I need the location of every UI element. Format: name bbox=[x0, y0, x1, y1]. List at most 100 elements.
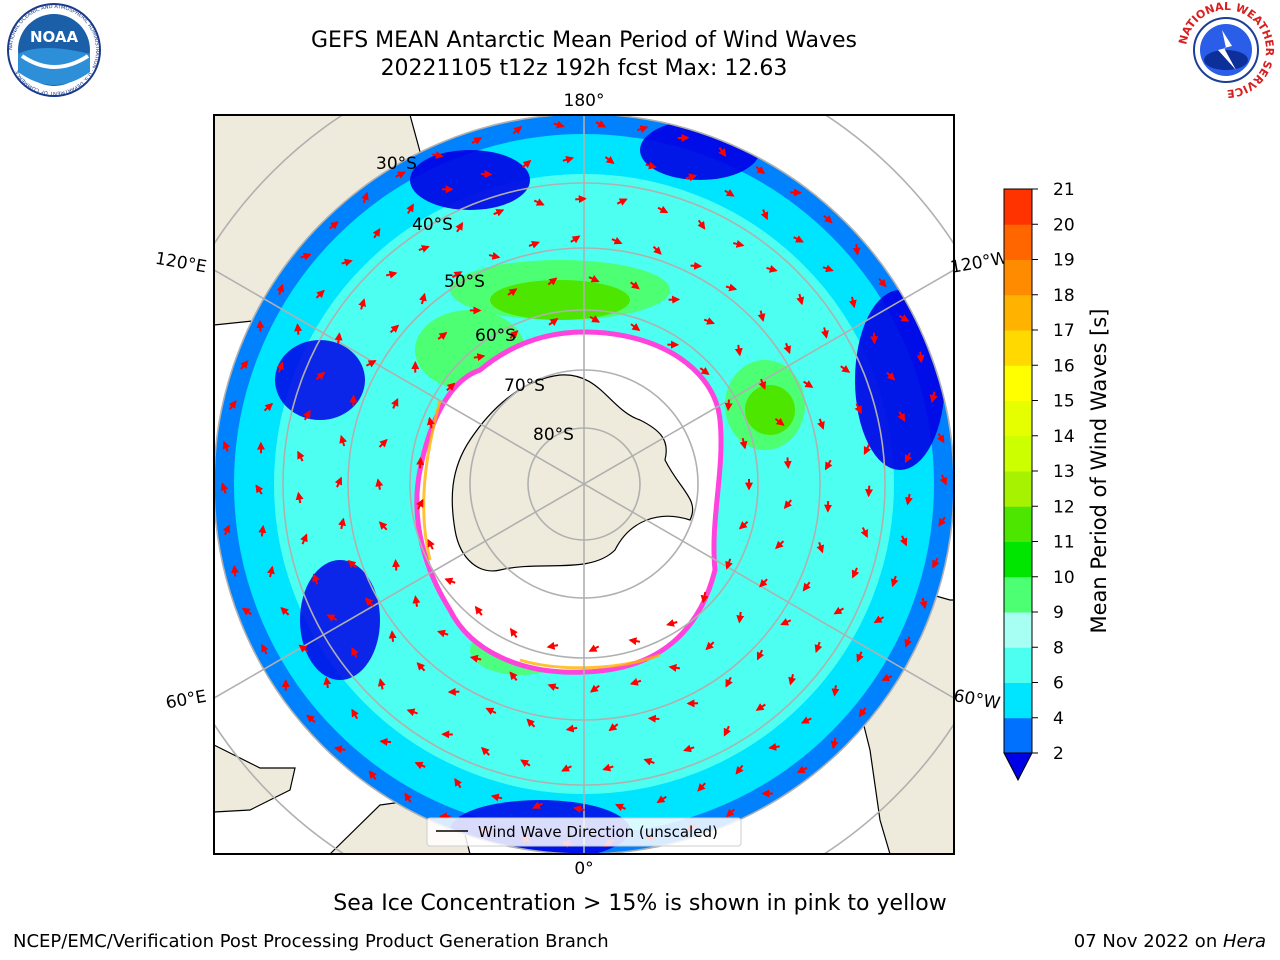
wave-direction-arrow bbox=[358, 298, 366, 310]
wave-direction-arrow bbox=[315, 371, 326, 380]
wave-direction-arrow bbox=[898, 314, 910, 322]
wave-direction-arrow bbox=[816, 542, 825, 554]
wave-direction-arrow bbox=[645, 161, 657, 170]
wave-direction-arrow bbox=[446, 382, 456, 392]
colorbar-tick-label: 10 bbox=[1053, 568, 1075, 588]
antarctica bbox=[451, 374, 694, 572]
wave-direction-arrow bbox=[372, 228, 381, 239]
wave-direction-arrow bbox=[326, 614, 338, 622]
wave-direction-arrow bbox=[255, 484, 264, 495]
wave-direction-arrow bbox=[863, 444, 872, 455]
wave-direction-arrow bbox=[899, 535, 908, 547]
wave-direction-arrow bbox=[814, 641, 823, 653]
wave-direction-arrow bbox=[657, 205, 669, 214]
wave-direction-arrow bbox=[416, 498, 424, 510]
wave-direction-arrow bbox=[276, 283, 285, 296]
wave-direction-arrow bbox=[690, 261, 703, 270]
wave-direction-arrow bbox=[228, 400, 237, 411]
wave-direction-arrow bbox=[738, 520, 749, 530]
wave-direction-arrow bbox=[295, 491, 304, 504]
wave-direction-arrow bbox=[848, 296, 857, 309]
wave-direction-arrow bbox=[647, 714, 660, 723]
wave-direction-arrow bbox=[803, 380, 814, 388]
footer-branch: NCEP/EMC/Verification Post Processing Pr… bbox=[13, 931, 609, 952]
wave-direction-arrow bbox=[878, 278, 887, 288]
wave-direction-arrow bbox=[939, 474, 948, 486]
lat-label-60s: 60°S bbox=[475, 326, 516, 346]
wave-direction-arrow bbox=[512, 125, 523, 135]
wave-direction-arrow bbox=[521, 159, 532, 169]
wave-direction-arrow bbox=[300, 252, 312, 261]
wave-direction-arrow bbox=[280, 606, 290, 616]
colorbar-segment bbox=[1004, 224, 1032, 260]
colorbar-tick-label: 15 bbox=[1053, 392, 1075, 412]
wave-direction-arrow bbox=[833, 606, 844, 615]
wave-direction-arrow bbox=[768, 742, 780, 751]
wave-direction-arrow bbox=[636, 125, 649, 133]
wave-direction-arrow bbox=[589, 315, 601, 323]
wave-direction-arrow bbox=[395, 171, 406, 179]
wave-direction-arrow bbox=[932, 557, 940, 569]
wave-direction-arrow bbox=[697, 219, 706, 230]
wave-direction-arrow bbox=[725, 283, 738, 292]
wave-direction-arrow bbox=[412, 595, 421, 607]
wave-direction-arrow bbox=[471, 137, 483, 145]
wave-direction-arrow bbox=[725, 808, 736, 818]
wave-direction-arrow bbox=[240, 360, 249, 370]
colorbar-tick-label: 19 bbox=[1053, 251, 1075, 271]
colorbar-title: Mean Period of Wind Waves [s] bbox=[1087, 309, 1111, 634]
wave-direction-arrow bbox=[392, 559, 401, 571]
lat-label-70s: 70°S bbox=[504, 376, 545, 396]
wave-direction-arrow bbox=[339, 434, 347, 447]
wave-direction-arrow bbox=[306, 714, 316, 723]
colorbar-segment bbox=[1004, 506, 1032, 542]
wave-direction-arrow bbox=[683, 744, 695, 753]
wave-direction-arrow bbox=[406, 203, 414, 214]
wave-direction-arrow bbox=[575, 195, 587, 204]
wave-direction-arrow bbox=[256, 319, 265, 332]
colorbar-tick-label: 18 bbox=[1053, 286, 1075, 306]
wave-direction-arrow bbox=[588, 644, 600, 652]
wave-direction-arrow bbox=[473, 353, 486, 362]
wave-direction-arrow bbox=[547, 277, 558, 286]
wave-direction-arrow bbox=[775, 540, 785, 550]
nws-logo: NATIONAL WEATHER SERVICE bbox=[1176, 2, 1276, 98]
wave-direction-arrow bbox=[261, 643, 269, 655]
wave-direction-arrow bbox=[546, 641, 559, 650]
wave-direction-arrow bbox=[385, 270, 398, 279]
wave-direction-arrow bbox=[736, 611, 745, 624]
wave-direction-arrow bbox=[774, 417, 785, 426]
wave-direction-arrow bbox=[755, 703, 766, 711]
wave-direction-arrow bbox=[561, 764, 572, 772]
lon-label-120w: 120°W bbox=[949, 248, 1010, 278]
wave-direction-arrow bbox=[509, 330, 519, 339]
wave-direction-arrow bbox=[528, 240, 540, 249]
map-frame bbox=[213, 114, 955, 855]
colorbar-tick-label: 6 bbox=[1053, 674, 1064, 694]
wave-direction-arrow bbox=[312, 573, 320, 585]
wave-direction-arrow bbox=[404, 792, 413, 803]
wave-direction-arrow bbox=[474, 605, 483, 616]
wave-direction-arrow bbox=[630, 323, 641, 331]
wave-direction-arrow bbox=[929, 391, 938, 403]
colorbar-tick-label: 4 bbox=[1053, 709, 1064, 729]
wave-direction-arrow bbox=[757, 310, 766, 322]
wave-direction-arrow bbox=[602, 763, 614, 772]
wave-direction-arrow bbox=[533, 198, 545, 206]
wave-direction-arrow bbox=[759, 578, 768, 588]
lat-label-40s: 40°S bbox=[412, 215, 453, 235]
lon-label-60w: 60°W bbox=[952, 686, 1002, 714]
wave-direction-arrow bbox=[732, 240, 745, 248]
wave-direction-arrow bbox=[507, 288, 518, 297]
lon-label-0: 0° bbox=[574, 859, 593, 879]
wave-direction-arrow bbox=[509, 671, 518, 682]
wave-direction-arrow bbox=[573, 805, 585, 814]
wave-direction-arrow bbox=[418, 292, 427, 305]
wave-direction-arrow bbox=[865, 485, 874, 498]
legend-label: Wind Wave Direction (unscaled) bbox=[478, 823, 718, 841]
wave-direction-arrow bbox=[666, 619, 678, 627]
wave-direction-arrow bbox=[379, 737, 392, 746]
wave-direction-arrow bbox=[788, 673, 796, 686]
wave-direction-arrow bbox=[643, 758, 655, 766]
footer-machine: Hera bbox=[1222, 931, 1266, 952]
